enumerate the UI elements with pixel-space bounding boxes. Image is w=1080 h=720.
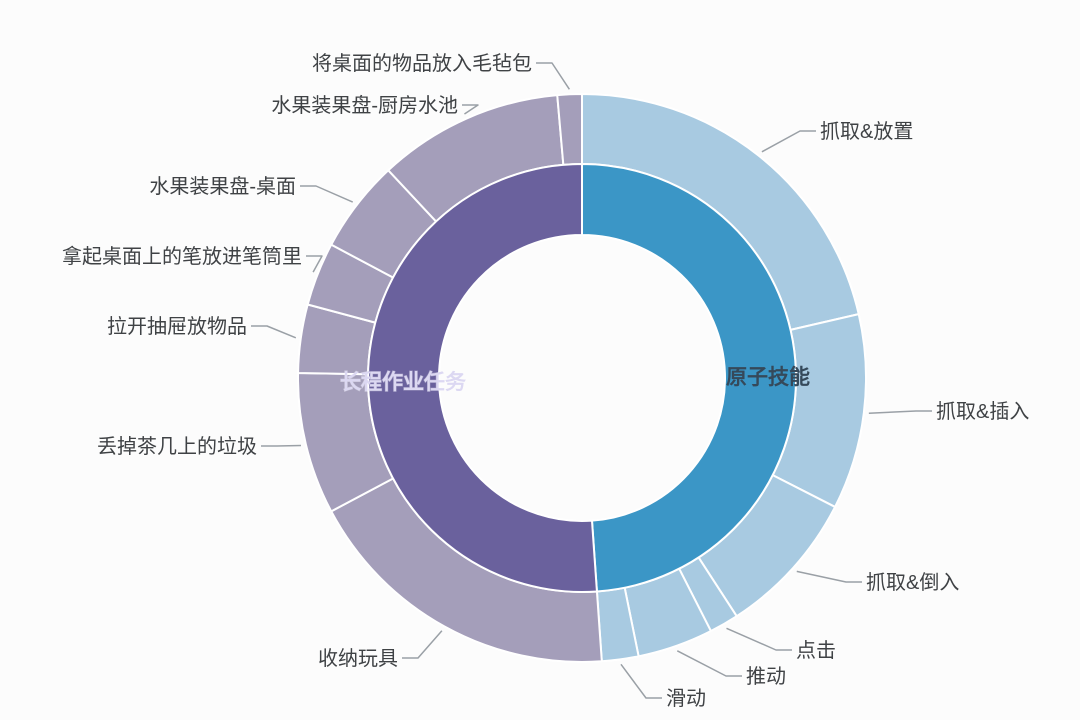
label-leader-line: [868, 410, 932, 414]
ring-category-label: 原子技能: [726, 365, 810, 389]
label-leader-line: [261, 444, 302, 447]
segment-label: 水果装果盘-厨房水池: [271, 94, 458, 117]
label-leader-line: [251, 325, 297, 339]
label-leader-line: [796, 570, 862, 583]
segment-label: 拉开抽屉放物品: [107, 315, 247, 338]
segment-label: 抓取&插入: [936, 400, 1029, 423]
inner-ring-segment: [367, 163, 598, 593]
label-leader-line: [300, 185, 354, 203]
segment-label: 拿起桌面上的笔放进笔筒里: [62, 244, 302, 268]
label-leader-line: [761, 130, 816, 153]
inner-ring-segment: [581, 163, 797, 593]
segment-label: 收纳玩具: [318, 647, 398, 670]
segment-label: 抓取&放置: [820, 120, 913, 143]
label-leader-line: [726, 627, 792, 651]
segment-label: 丢掉茶几上的垃圾: [97, 435, 257, 458]
label-leader-line: [620, 663, 662, 699]
segment-label: 点击: [796, 639, 836, 662]
label-leader-line: [402, 630, 443, 659]
segment-label: 将桌面的物品放入毛毡包: [312, 52, 532, 75]
label-leader-line: [676, 650, 742, 677]
label-leader-line: [462, 104, 479, 115]
label-leader-line: [536, 62, 571, 90]
segment-label: 推动: [746, 665, 786, 688]
label-leader-line: [306, 255, 323, 273]
ring-category-label: 长程作业任务: [340, 370, 467, 394]
segment-label: 抓取&倒入: [866, 571, 959, 594]
segment-label: 水果装果盘-桌面: [149, 175, 296, 198]
segment-label: 滑动: [666, 687, 706, 710]
